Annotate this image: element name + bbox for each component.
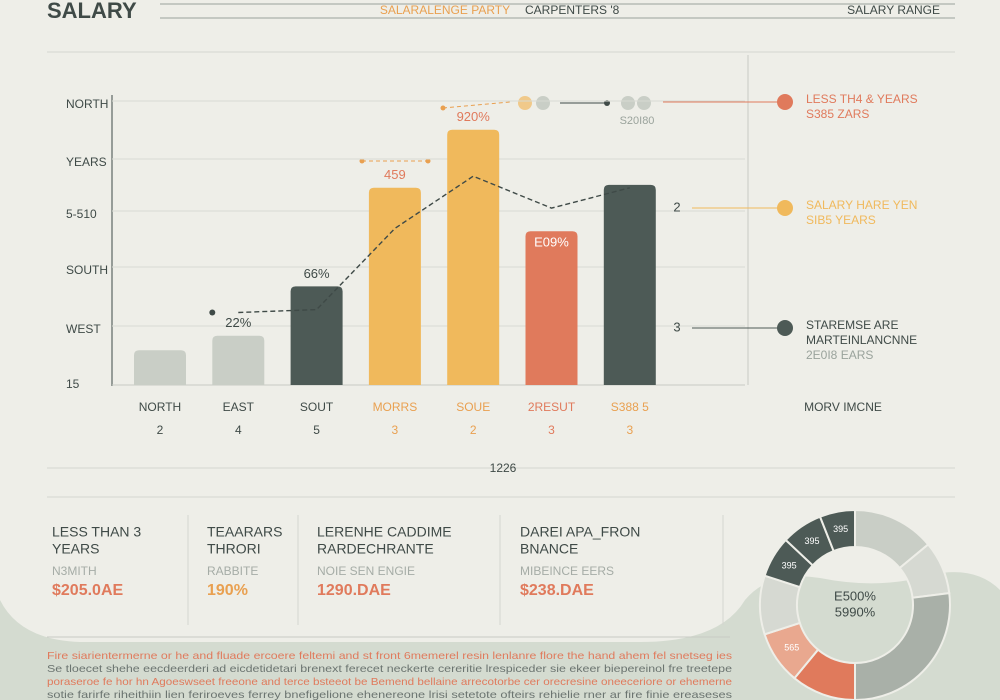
footer-text: poraseroe fe hor hn Agoeswseet freeone a…	[47, 676, 732, 688]
bar	[447, 129, 500, 385]
data-label: 22%	[225, 315, 251, 330]
category-number: 3	[626, 423, 633, 437]
legend-label: SALARY HARE YEN	[806, 198, 917, 212]
footer-text: Fire siarientermerne or he and fluade er…	[47, 650, 732, 662]
card-title: DAREI APA_FRON	[520, 524, 640, 540]
center-label: E500%	[834, 588, 876, 603]
page-title: SALARY	[47, 0, 137, 23]
decoration	[359, 96, 651, 164]
center-label: 5990%	[835, 604, 876, 619]
card-subtitle: MIBEINCE EERS	[520, 564, 614, 578]
y-axis-label: NORTH	[66, 97, 108, 111]
card-subtitle: RABBITE	[207, 564, 258, 578]
legend-swatch	[777, 200, 793, 216]
card-subtitle: N3MITH	[52, 564, 97, 578]
trend-dot	[209, 309, 216, 316]
header-subtitle: SALARALENGE PARTY	[380, 3, 510, 17]
card-title: TEAARARS	[207, 524, 282, 540]
card-title: BNANCE	[520, 541, 578, 557]
card-value: 1290.DAE	[317, 582, 391, 599]
legend-swatch	[777, 94, 793, 110]
x-tick-label: 2RESUT	[528, 400, 576, 414]
card-value: $205.0AE	[52, 582, 123, 599]
segment-label: 565	[784, 642, 799, 652]
y-axis-label: YEARS	[66, 155, 107, 169]
segment-label: 395	[804, 536, 819, 546]
card-title: THRORI	[207, 541, 261, 557]
legend-label: S385 ZARS	[806, 107, 869, 121]
bar	[603, 184, 656, 385]
card-subtitle: NOIE SEN ENGIE	[317, 564, 415, 578]
legend-marker: 3	[673, 319, 680, 334]
card-title: LESS THAN 3	[52, 524, 141, 540]
bar	[368, 187, 421, 385]
bar	[134, 350, 186, 385]
top-note: S20I80	[620, 115, 655, 127]
x-tick-label: NORTH	[139, 400, 181, 414]
category-number: 5	[313, 423, 320, 437]
legend-label: 2E0I8 EARS	[806, 348, 873, 362]
legend-label: LESS TH4 & YEARS	[806, 92, 918, 106]
legend-marker: 2	[673, 199, 680, 214]
category-number: 4	[235, 423, 242, 437]
x-tick-label: EAST	[223, 400, 255, 414]
right-axis-label: MORV IMCNE	[804, 400, 882, 414]
card-title: YEARS	[52, 541, 99, 557]
legend-label: STAREMSE ARE	[806, 318, 898, 332]
bar	[525, 231, 578, 385]
segment-label: 395	[782, 560, 797, 570]
data-label: 920%	[457, 109, 491, 124]
footer-text: Se tloecet shehe eecdeerderi ad eicdetid…	[47, 663, 732, 675]
y-axis-label: 15	[66, 377, 80, 391]
segment-label: 395	[833, 524, 848, 534]
x-tick-label: SOUE	[456, 400, 490, 414]
category-number: 2	[157, 423, 164, 437]
data-label: 459	[384, 167, 406, 182]
y-axis-label: SOUTH	[66, 263, 108, 277]
x-tick-label: MORRS	[373, 400, 418, 414]
card-title: LERENHE CADDIME	[317, 524, 452, 540]
legend-label: SIB5 YEARS	[806, 213, 876, 227]
bar	[212, 335, 265, 385]
header-subtitle: CARPENTERS '8	[525, 3, 620, 17]
category-number: 3	[392, 423, 399, 437]
card-value: $238.DAE	[520, 582, 594, 599]
x-tick-label: S388 5	[611, 400, 649, 414]
legend-swatch	[777, 320, 793, 336]
trend-line	[238, 175, 630, 314]
x-note: 1226	[490, 461, 517, 475]
data-label: E09%	[534, 235, 569, 250]
category-number: 2	[470, 423, 477, 437]
footer-text: sotie farirfe riheithiin lien feriroeves…	[47, 689, 732, 700]
y-axis-label: 5-510	[66, 207, 97, 221]
legend-label: MARTEINLANCNNE	[806, 333, 917, 347]
bar	[290, 286, 343, 385]
header-right: SALARY RANGE	[847, 3, 940, 17]
x-tick-label: SOUT	[300, 400, 334, 414]
category-number: 3	[548, 423, 555, 437]
card-title: RARDECHRANTE	[317, 541, 434, 557]
y-axis-label: WEST	[66, 322, 101, 336]
data-label: 66%	[304, 266, 330, 281]
card-value: 190%	[207, 582, 248, 599]
pie-segment	[818, 508, 856, 553]
background-wave	[0, 572, 1000, 700]
